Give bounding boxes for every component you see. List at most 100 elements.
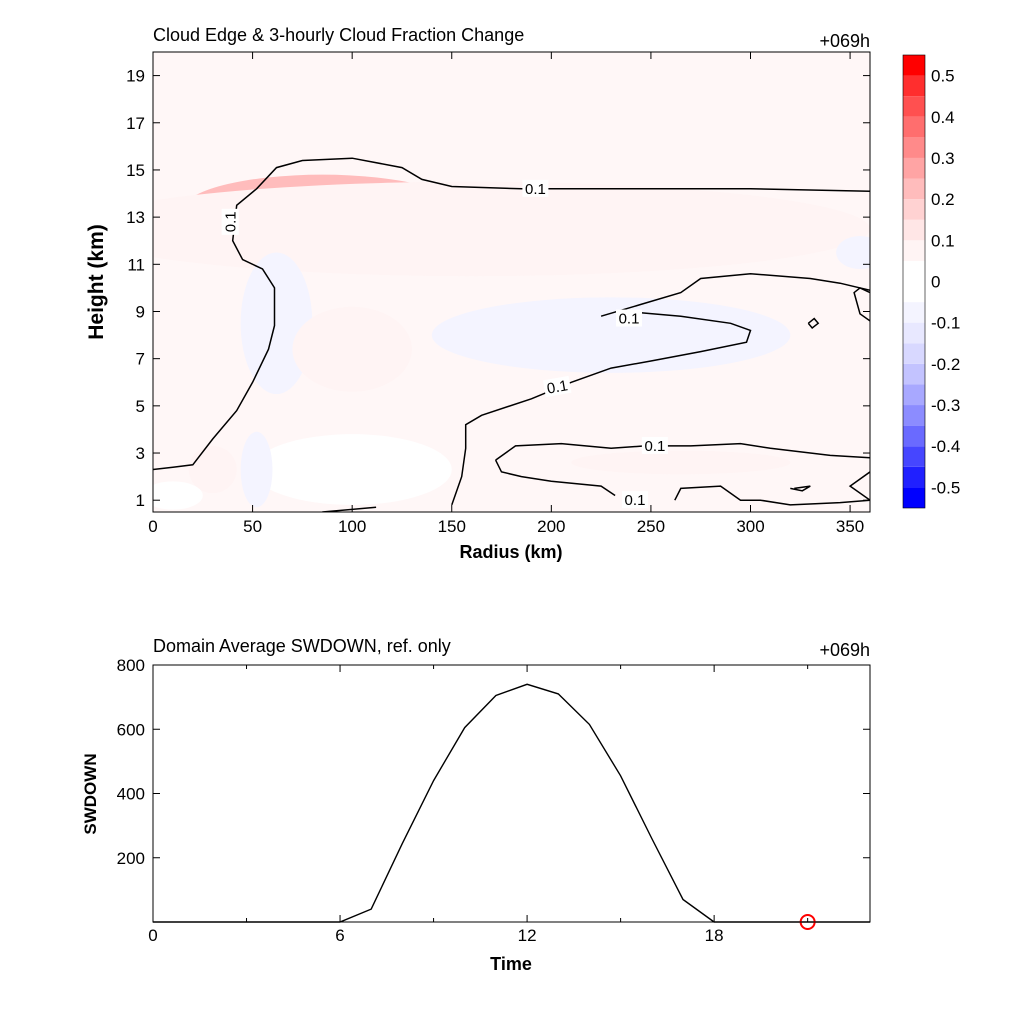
anomaly-patch: [240, 431, 273, 508]
contour-label-text: 0.1: [546, 377, 569, 397]
colorbar-tick-label: -0.5: [931, 478, 960, 497]
anomaly-patch: [252, 434, 452, 505]
x-tick-label: 150: [438, 517, 466, 536]
colorbar-swatch: [903, 446, 925, 467]
contour-label: 0.1: [522, 179, 549, 198]
contour-label-bg: [616, 309, 643, 327]
contour-label-bg: [621, 491, 648, 509]
x-tick-label: 6: [335, 926, 344, 945]
anomaly-patch: [240, 252, 313, 395]
y-tick-label: 3: [136, 444, 145, 463]
y-tick-label: 17: [126, 114, 145, 133]
contour-label-text: 0.1: [625, 492, 646, 509]
y-tick-label: 1: [136, 491, 145, 510]
y-tick-label: 600: [117, 720, 145, 739]
bottom-x-ticks: 0 6 12 18: [148, 665, 809, 945]
swdown-line: [153, 683, 870, 923]
contour-line: [807, 317, 820, 330]
contour-label-text: 0.1: [644, 438, 665, 455]
y-tick-label: 200: [117, 849, 145, 868]
colorbar-swatch: [903, 343, 925, 364]
colorbar-swatch: [903, 260, 925, 303]
contour-line: [853, 287, 870, 322]
y-tick-label: 13: [126, 208, 145, 227]
y-tick-label: 400: [117, 785, 145, 804]
colorbar-swatch: [903, 137, 925, 158]
colorbar-tick-label: -0.1: [931, 314, 960, 333]
bottom-panel-title: Domain Average SWDOWN, ref. only: [153, 636, 451, 656]
x-tick-label: 250: [637, 517, 665, 536]
colorbar-swatch: [903, 157, 925, 179]
top-plot-frame: [152, 51, 871, 513]
anomaly-patch: [188, 445, 237, 494]
contour-label-text: 0.1: [619, 311, 640, 328]
x-tick-label: 12: [518, 926, 537, 945]
contour-label-text: 0.1: [525, 181, 546, 198]
x-tick-label: 0: [148, 926, 157, 945]
contour-line: [848, 471, 870, 501]
contour-label: 0.1: [616, 309, 643, 328]
colorbar-swatch: [903, 219, 925, 241]
swdown-series: [153, 683, 870, 930]
contour-line: [494, 459, 616, 497]
x-tick-label: 100: [338, 517, 366, 536]
colorbar-swatch: [903, 75, 925, 97]
colorbar-frame: [902, 54, 926, 509]
contour-labels: 0.1 0.1 0.1 0.1 0.1 0.1: [221, 179, 668, 509]
colorbar-swatch: [903, 405, 925, 426]
colorbar-swatch: [903, 384, 925, 406]
colorbar-swatch: [903, 466, 925, 488]
colorbar: -0.5 -0.4 -0.3 -0.2 -0.1 0 0.1 0.2 0.3 0.4 0.5: [902, 54, 960, 509]
colorbar-tick-label: -0.3: [931, 396, 960, 415]
cloud-fraction-panel: Cloud Edge & 3-hourly Cloud Fraction Cha…: [85, 25, 960, 562]
colorbar-tick-label: 0.2: [931, 190, 955, 209]
top-panel-title: Cloud Edge & 3-hourly Cloud Fraction Cha…: [153, 25, 524, 45]
top-x-axis-label: Radius (km): [459, 542, 562, 562]
colorbar-swatch: [903, 487, 925, 508]
x-tick-label: 350: [836, 517, 864, 536]
contour-label-bg: [641, 436, 668, 454]
contour-label: 0.1: [542, 375, 572, 398]
colorbar-swatch: [903, 116, 925, 138]
colorbar-swatch: [903, 425, 925, 447]
colorbar-swatch: [903, 178, 925, 200]
y-tick-label: 11: [127, 255, 145, 274]
contour-label: 0.1: [621, 491, 648, 509]
swdown-panel: Domain Average SWDOWN, ref. only +069h 0…: [81, 636, 871, 974]
contour-label-bg: [221, 208, 239, 235]
x-tick-label: 200: [537, 517, 565, 536]
heatmap-area: [153, 52, 870, 512]
colorbar-tick-label: 0.1: [931, 231, 955, 250]
colorbar-tick-label: -0.2: [931, 355, 960, 374]
x-tick-label: 0: [148, 517, 157, 536]
contour-label: 0.1: [221, 208, 240, 235]
colorbar-swatch: [903, 302, 925, 323]
anomaly-patch: [571, 450, 791, 475]
colorbar-swatch: [903, 363, 925, 385]
top-panel-time-label: +069h: [819, 31, 870, 51]
anomaly-patch: [153, 481, 203, 510]
top-y-axis-label: Height (km): [85, 224, 108, 340]
colorbar-swatch: [903, 322, 925, 344]
contour-line: [790, 485, 811, 492]
bottom-plot-frame: [152, 664, 871, 923]
y-tick-label: 15: [126, 161, 145, 180]
contour-label-bg: [522, 179, 549, 197]
x-tick-label: 50: [243, 517, 262, 536]
colorbar-tick-label: -0.4: [931, 437, 960, 456]
colorbar-tick-label: 0.5: [931, 67, 955, 86]
contour-label-bg: [542, 375, 572, 398]
y-tick-label: 9: [136, 302, 145, 321]
bottom-panel-time-label: +069h: [819, 640, 870, 660]
contour-line: [451, 310, 752, 506]
y-tick-label: 5: [136, 397, 145, 416]
colorbar-swatch: [903, 240, 925, 261]
contour-line: [674, 485, 870, 506]
colorbar-swatch: [903, 96, 925, 117]
anomaly-patch: [431, 297, 791, 373]
bottom-y-axis-label: SWDOWN: [81, 753, 100, 834]
bottom-x-axis-label: Time: [490, 954, 532, 974]
contour-line: [322, 506, 377, 512]
